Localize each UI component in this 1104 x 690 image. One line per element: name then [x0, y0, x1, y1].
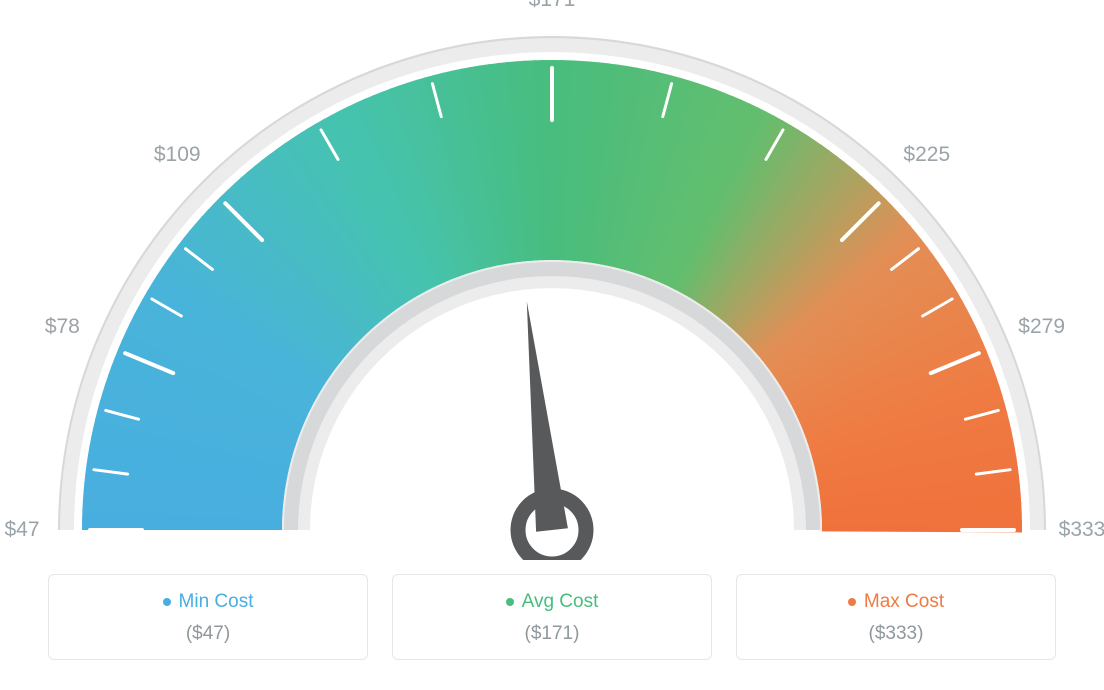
legend-label: Avg Cost — [522, 591, 599, 613]
legend-label: Min Cost — [179, 591, 254, 613]
gauge-tick-label: $333 — [1059, 518, 1104, 542]
legend-row: Min Cost ($47) Avg Cost ($171) Max Cost … — [0, 574, 1104, 660]
legend-value: ($47) — [59, 623, 357, 645]
legend-card-max: Max Cost ($333) — [736, 574, 1056, 660]
legend-value: ($171) — [403, 623, 701, 645]
gauge-tick-label: $109 — [154, 143, 201, 167]
legend-title-avg: Avg Cost — [506, 591, 599, 613]
gauge-tick-label: $279 — [1018, 315, 1065, 339]
dot-icon — [163, 598, 171, 606]
legend-card-min: Min Cost ($47) — [48, 574, 368, 660]
gauge-svg — [0, 0, 1104, 560]
gauge-tick-label: $225 — [903, 143, 950, 167]
legend-title-min: Min Cost — [163, 591, 254, 613]
gauge-chart-container: $47 $78 $109 $171 $225 $279 $333 Min Cost ($47… — [0, 0, 1104, 690]
legend-title-max: Max Cost — [848, 591, 944, 613]
gauge-tick-label: $171 — [529, 0, 576, 12]
dot-icon — [506, 598, 514, 606]
legend-value: ($333) — [747, 623, 1045, 645]
legend-label: Max Cost — [864, 591, 944, 613]
gauge-tick-label: $78 — [45, 315, 80, 339]
legend-card-avg: Avg Cost ($171) — [392, 574, 712, 660]
dot-icon — [848, 598, 856, 606]
gauge-area: $47 $78 $109 $171 $225 $279 $333 — [0, 0, 1104, 560]
gauge-tick-label: $47 — [4, 518, 39, 542]
